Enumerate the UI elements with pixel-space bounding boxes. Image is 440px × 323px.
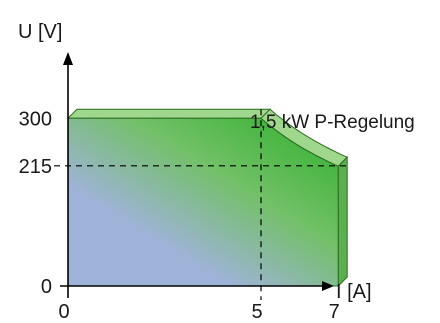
operating-region-area	[67, 117, 339, 287]
y-axis-title: U [V]	[18, 21, 62, 43]
region-depth-faces	[66, 108, 349, 288]
y-axis-arrow	[63, 52, 73, 65]
x-tick-label: 7	[329, 301, 340, 323]
x-tick-label: 5	[251, 301, 262, 323]
y-tick-label: 0	[41, 276, 52, 298]
power-limit-annotation: 1,5 kW P-Regelung	[250, 112, 415, 133]
y-tick-label: 300	[19, 108, 52, 130]
region-top-face	[66, 108, 272, 119]
y-tick-label: 215	[19, 156, 52, 178]
x-tick-label: 0	[58, 301, 69, 323]
x-axis-arrow	[322, 281, 334, 291]
x-axis-title: I [A]	[336, 281, 372, 303]
tick-labels: 0 5 7 0 215 300	[19, 108, 340, 323]
region-side-face	[337, 156, 348, 288]
reference-lines	[54, 109, 348, 300]
